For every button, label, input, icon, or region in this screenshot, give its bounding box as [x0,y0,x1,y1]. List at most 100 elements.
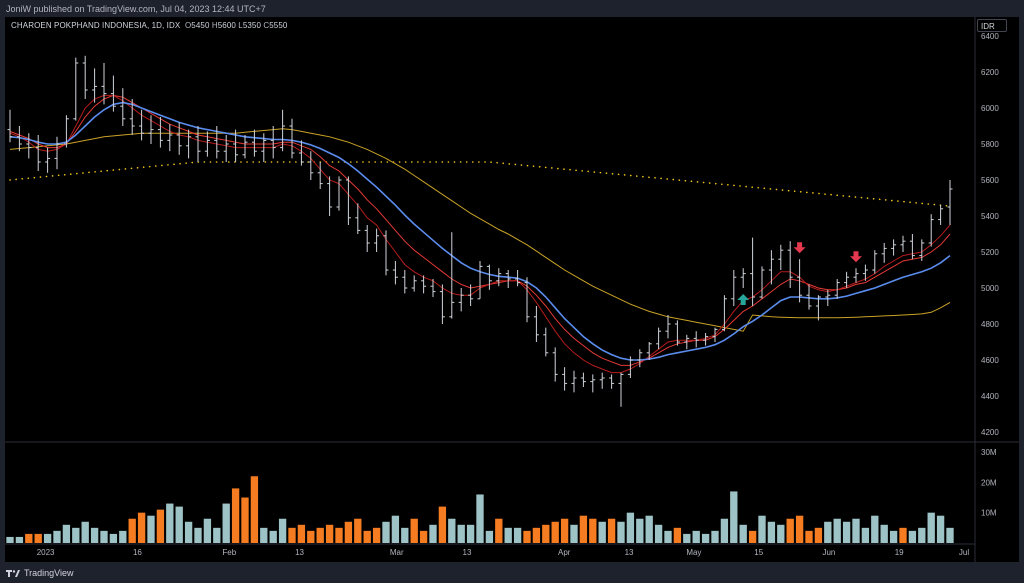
ohlc-bar [402,270,408,294]
volume-bar [504,527,512,543]
time-tick-label: 13 [625,548,634,557]
volume-bar [542,524,550,543]
symbol-legend: CHAROEN POKPHAND INDONESIA, 1D, IDX O545… [11,21,287,30]
ohlc-bar [552,347,558,382]
ohlc-bar [712,327,718,342]
ohlc-bar [289,118,295,159]
volume-bar [382,521,390,543]
volume-bar [25,533,33,543]
price-tick-label: 4600 [981,356,999,365]
volume-bar [62,524,71,543]
ohlc-bar [524,277,530,323]
ohlc-bar [308,151,314,180]
volume-bar [288,527,296,543]
ohlc-bar [853,268,859,283]
volume-bar [278,518,287,543]
ohlc-bar [543,327,549,357]
chart-canvas[interactable] [5,17,1019,562]
ohlc-bar [411,275,417,292]
close-value: 5550 [269,21,288,30]
volume-bar [213,527,221,543]
volume-bar [485,530,494,543]
volume-bar [419,530,428,543]
ohlc-bar [674,320,680,346]
ohlc-bar [120,88,126,126]
volume-bar [391,515,400,543]
sma-slow-line [9,128,951,332]
time-tick-label: Jul [959,548,969,557]
volume-bar [109,533,118,543]
volume-bar [645,515,653,543]
ohlc-bar [515,270,521,287]
footer-brand[interactable]: TradingView [6,566,74,580]
time-tick-label: May [686,548,701,557]
tradingview-logo-icon [6,569,20,577]
volume-bar [100,530,108,543]
volume-bar [260,527,268,543]
volume-tick-label: 20M [981,478,997,487]
ohlc-bar [449,232,455,319]
ohlc-bar [298,140,304,166]
price-tick-label: 5400 [981,212,999,221]
ohlc-bar [251,129,257,157]
volume-bar [457,524,465,543]
volume-bar [852,518,860,543]
ohlc-bar [533,306,539,342]
ohlc-bar [129,99,135,135]
volume-bar [250,476,259,543]
volume-bar [147,515,155,543]
ohlc-bar [834,279,840,299]
ohlc-bar [872,250,878,274]
time-tick-label: 19 [895,548,904,557]
volume-bar [448,518,456,543]
price-tick-label: 4400 [981,392,999,401]
ohlc-bar [947,180,953,225]
ohlc-bar [496,268,502,287]
ohlc-bar [204,131,210,157]
volume-bar [617,521,625,543]
currency-button[interactable]: IDR [977,19,1007,32]
ohlc-bar [195,126,201,162]
volume-bar [560,518,569,543]
volume-bar [307,530,315,543]
volume-bar [401,527,409,543]
ohlc-bar [233,129,239,162]
volume-bar [194,527,202,543]
volume-bar [927,512,935,543]
price-tick-label: 5800 [981,140,999,149]
ohlc-bar [336,176,342,211]
volume-bar [354,518,362,543]
buy-arrow-icon [737,294,750,305]
ohlc-bar [7,109,13,143]
ohlc-bar [392,261,398,285]
ohlc-bar [938,205,944,225]
volume-bar [156,509,165,543]
volume-bar [842,521,851,543]
volume-bar [767,521,776,543]
volume-bar [589,518,597,543]
ohlc-bar [82,55,88,99]
ohlc-bar [73,57,79,121]
ohlc-bar [270,126,276,159]
ohlc-bar [862,264,868,281]
volume-bar [758,515,766,543]
volume-bar [899,527,907,543]
volume-bar [203,518,212,543]
volume-bar [861,527,870,543]
sma-dotted-line [9,161,951,207]
volume-bar [805,530,813,543]
sell-arrow-icon [793,242,806,254]
volume-bar [720,518,729,543]
time-tick-label: 13 [295,548,304,557]
volume-bar [316,527,324,543]
low-label: L [238,21,243,30]
ohlc-bar [768,250,774,285]
volume-bar [824,521,832,543]
volume-bar [711,530,719,543]
price-tick-label: 5000 [981,284,999,293]
ohlc-bar [919,239,925,261]
ohlc-bar [421,275,427,294]
volume-bar [833,518,841,543]
